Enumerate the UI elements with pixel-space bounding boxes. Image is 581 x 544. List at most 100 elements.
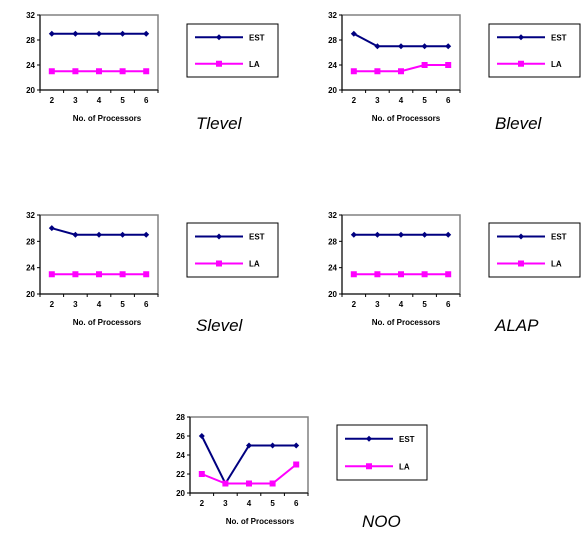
x-tick-label: 6	[446, 96, 451, 105]
legend-marker-la	[216, 260, 222, 267]
data-point-la	[246, 480, 252, 487]
x-axis-title: No. of Processors	[372, 114, 441, 123]
data-point-la	[398, 68, 404, 75]
data-point-la	[198, 471, 205, 477]
x-tick-label: 4	[97, 96, 102, 105]
y-tick-label: 20	[176, 489, 185, 498]
legend: EST LA	[336, 424, 428, 481]
y-tick-label: 32	[328, 211, 337, 220]
x-axis-title: No. of Processors	[226, 517, 295, 526]
data-point-est	[143, 30, 150, 37]
y-tick-label: 24	[176, 451, 185, 460]
legend-marker-est	[518, 34, 524, 41]
y-tick-label: 22	[176, 470, 185, 479]
data-point-est	[398, 231, 404, 238]
chart-title: Slevel	[196, 316, 244, 335]
data-point-est	[198, 433, 205, 439]
data-point-est	[48, 30, 55, 37]
x-tick-label: 2	[352, 96, 357, 105]
legend-label-est: EST	[249, 33, 265, 42]
x-axis-title: No. of Processors	[372, 318, 441, 327]
data-point-est	[350, 30, 357, 37]
y-tick-label: 20	[26, 290, 35, 299]
x-tick-label: 5	[422, 96, 427, 105]
x-tick-label: 3	[73, 300, 78, 309]
chart-4: 20 22 24 26 28 2 3 4 5 6 No. of Processors EST LA NOO	[176, 413, 428, 531]
data-point-la	[48, 271, 55, 278]
legend-marker-est	[518, 233, 524, 240]
legend: EST LA	[488, 222, 581, 278]
legend-label-la: LA	[551, 260, 562, 269]
plot-area	[39, 14, 159, 91]
data-point-la	[119, 68, 126, 75]
x-tick-label: 6	[144, 96, 149, 105]
legend-marker-la	[216, 60, 222, 67]
legend-label-est: EST	[399, 435, 415, 444]
chart-title: Blevel	[495, 114, 543, 133]
chart-2: 20 24 28 32 2 3 4 5 6No. of Processors EST LA Sleve…	[26, 211, 279, 335]
x-tick-label: 3	[375, 300, 380, 309]
y-tick-label: 28	[328, 36, 337, 45]
data-point-est	[445, 43, 452, 50]
x-tick-label: 5	[120, 300, 125, 309]
data-point-est	[445, 231, 452, 238]
legend-box	[336, 424, 428, 481]
data-point-est	[72, 231, 79, 238]
x-tick-label: 3	[73, 96, 78, 105]
data-point-est	[421, 231, 428, 238]
y-tick-label: 28	[176, 413, 185, 422]
data-point-la	[48, 68, 55, 75]
data-point-la	[374, 271, 381, 278]
legend-box	[488, 23, 581, 78]
legend-box	[488, 222, 581, 278]
legend-label-la: LA	[551, 60, 562, 69]
legend-marker-la	[518, 260, 524, 267]
data-point-est	[246, 442, 252, 449]
x-tick-label: 3	[223, 499, 228, 508]
data-point-est	[421, 43, 428, 50]
y-tick-label: 20	[328, 290, 337, 299]
data-point-est	[269, 442, 276, 449]
data-point-la	[374, 68, 381, 75]
data-point-la	[421, 271, 428, 278]
legend-label-est: EST	[551, 33, 567, 42]
x-tick-label: 4	[399, 96, 404, 105]
x-tick-label: 2	[50, 96, 55, 105]
y-tick-label: 20	[26, 86, 35, 95]
legend-label-est: EST	[249, 233, 265, 242]
y-tick-label: 28	[26, 36, 35, 45]
data-point-est	[293, 442, 300, 449]
y-tick-label: 32	[26, 11, 35, 20]
data-point-la	[445, 62, 452, 68]
y-tick-label: 28	[26, 237, 35, 246]
chart-1: 20 24 28 32 2 3 4 5 6 No. of Processors EST LA Bleve…	[328, 11, 581, 133]
legend-marker-la	[366, 463, 372, 470]
data-point-la	[350, 271, 357, 278]
data-point-la	[143, 271, 150, 278]
y-tick-label: 26	[176, 432, 185, 441]
data-point-la	[96, 68, 102, 75]
x-tick-label: 4	[399, 300, 404, 309]
data-point-est	[72, 30, 79, 37]
data-point-est	[350, 231, 357, 238]
y-tick-label: 32	[26, 211, 35, 220]
x-tick-label: 2	[50, 300, 55, 309]
data-point-est	[374, 231, 381, 238]
data-point-est	[398, 43, 404, 50]
plot-area	[341, 214, 461, 295]
data-point-la	[222, 480, 229, 487]
data-point-la	[445, 271, 452, 278]
data-point-est	[96, 231, 102, 238]
y-tick-label: 24	[26, 264, 35, 273]
y-tick-label: 24	[328, 264, 337, 273]
data-point-la	[143, 68, 150, 75]
x-axis-title: No. of Processors	[73, 114, 142, 123]
legend: EST LA	[186, 23, 279, 78]
x-tick-label: 2	[352, 300, 357, 309]
plot-area	[39, 214, 159, 295]
x-tick-label: 5	[422, 300, 427, 309]
chart-0: 20 24 28 32 2 3 4 5 6No. of Processors EST LA Tleve…	[26, 11, 279, 133]
data-point-est	[119, 231, 126, 238]
legend-label-est: EST	[551, 233, 567, 242]
